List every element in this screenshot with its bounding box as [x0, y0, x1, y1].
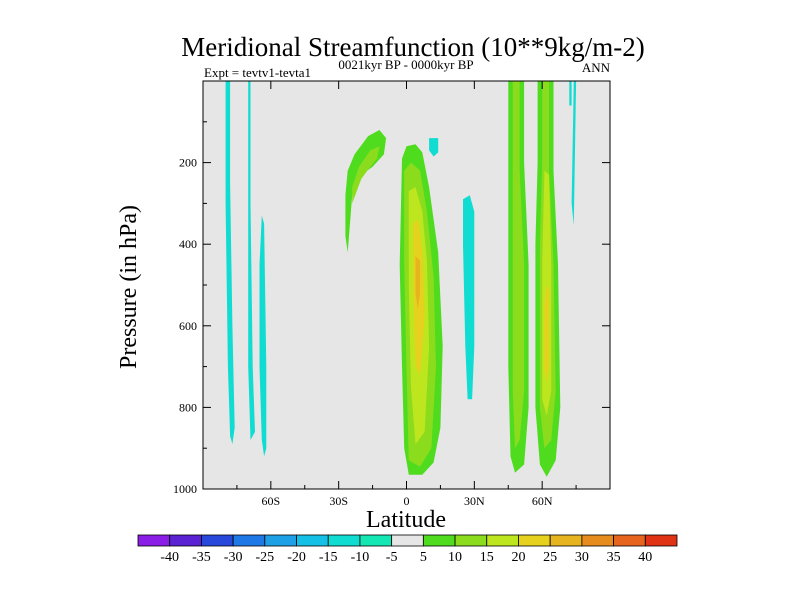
left-label: Expt = tevtv1-tevta1 — [204, 65, 311, 80]
y-tick-label: 200 — [179, 156, 197, 170]
y-tick-label: 800 — [179, 400, 197, 414]
contour-tropical-cell-hook-inner — [352, 146, 380, 204]
right-label: ANN — [582, 60, 611, 75]
contour-sh-high-lat-band-b — [248, 81, 255, 440]
colorbar-swatch — [137, 534, 171, 547]
colorbar-label: 35 — [607, 550, 621, 565]
axis-ticks: 60S 30S 0 30N 60N 200 400 600 800 1000 — [173, 81, 610, 508]
colorbar-swatch — [486, 534, 519, 547]
colorbar-swatch — [296, 534, 329, 547]
colorbar-label: -20 — [287, 550, 306, 565]
contour-tropical-cell-max — [415, 256, 421, 310]
colorbar-swatch — [169, 534, 202, 547]
colorbar-swatch — [327, 534, 361, 547]
contour-nh-high-lat-sliver-a — [569, 81, 572, 106]
colorbar-swatch — [644, 534, 678, 547]
colorbar-swatch — [454, 534, 488, 547]
colorbar-swatch — [549, 534, 583, 547]
colorbar-label: -10 — [351, 550, 370, 565]
colorbar-label: -25 — [255, 550, 274, 565]
colorbar-label: -35 — [192, 550, 211, 565]
colorbar-label: 40 — [638, 550, 652, 565]
colorbar-swatch — [422, 534, 456, 547]
colorbar-label: -5 — [386, 550, 398, 565]
x-tick-label: 0 — [404, 494, 410, 508]
contour-nh-subtrop-band — [463, 195, 475, 400]
colorbar-swatch — [581, 534, 614, 547]
contour-sh-high-lat-band-a — [225, 81, 235, 445]
colorbar-label: 20 — [511, 550, 525, 565]
colorbar-label: -40 — [160, 550, 179, 565]
colorbar-label: 15 — [480, 550, 494, 565]
contour-nh-midlat-band-b-core — [544, 285, 549, 383]
contour-nh-midlat-band-a-mid — [512, 81, 525, 449]
colorbar-label: -15 — [319, 550, 338, 565]
y-axis-label: Pressure (in hPa) — [116, 205, 142, 369]
contour-regions — [225, 81, 577, 477]
y-tick-label: 1000 — [173, 482, 197, 496]
colorbar-swatch — [359, 534, 393, 547]
contour-nh-high-lat-sliver-b — [571, 81, 577, 226]
chart-title: Meridional Streamfunction (10**9kg/m-2) — [181, 32, 644, 62]
contour-small-patch-15n — [429, 138, 439, 157]
colorbar-swatch — [391, 534, 424, 547]
colorbar-swatch — [264, 534, 297, 547]
x-tick-label: 30S — [329, 494, 348, 508]
colorbar-label: 10 — [448, 550, 462, 565]
colorbar-swatch — [613, 534, 646, 547]
x-tick-label: 60N — [532, 494, 553, 508]
x-axis-label: Latitude — [366, 507, 446, 533]
colorbar-label: 30 — [575, 550, 589, 565]
x-tick-label: 30N — [464, 494, 485, 508]
colorbar-label: -30 — [224, 550, 243, 565]
colorbar-label: 5 — [420, 550, 427, 565]
colorbar-swatch — [518, 534, 551, 547]
colorbar-swatch — [201, 534, 234, 547]
y-tick-label: 400 — [179, 237, 197, 251]
y-tick-label: 600 — [179, 319, 197, 333]
colorbar: -40 -35 -30 -25 -20 -15 -10 -5 5 10 15 20 25 30 35 40 — [137, 534, 678, 565]
x-tick-label: 60S — [261, 494, 280, 508]
contour-sh-upper-hook — [345, 130, 387, 253]
colorbar-label: 25 — [543, 550, 557, 565]
contour-sh-high-lat-band-c — [259, 215, 267, 457]
center-label: 0021kyr BP - 0000kyr BP — [338, 57, 473, 72]
colorbar-swatch — [232, 534, 266, 547]
